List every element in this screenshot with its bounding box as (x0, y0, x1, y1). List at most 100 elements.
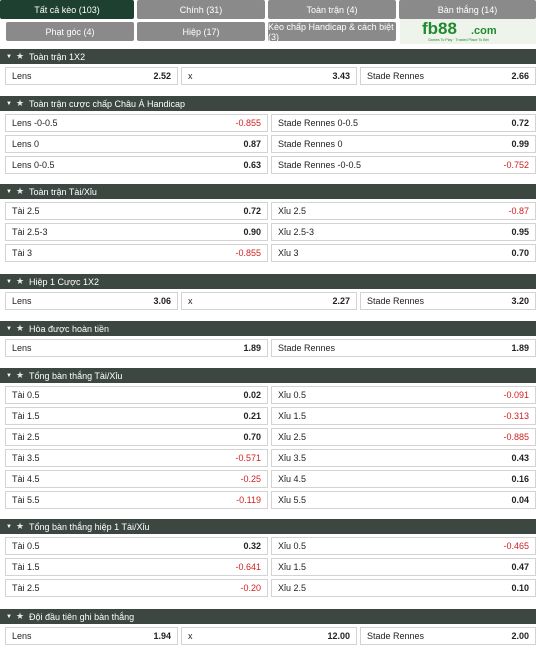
odds-value: -0.571 (235, 453, 261, 463)
tab-all-markets[interactable]: Tất cả kèo (103) (0, 0, 134, 19)
odds-cell[interactable]: Tài 1.5 -0.641 (5, 558, 268, 576)
tab-handicap-margin[interactable]: Kèo chấp Handicap & cách biệt (3) (268, 22, 396, 42)
odds-cell[interactable]: Stade Rennes 2.00 (360, 627, 536, 645)
selection-label: Tài 4.5 (12, 474, 40, 484)
odds-cell[interactable]: Xỉu 1.5 0.47 (271, 558, 536, 576)
market-header[interactable]: ▼ ★ Tổng bàn thắng Tài/Xỉu (0, 368, 536, 383)
selection-label: Xỉu 2.5-3 (278, 227, 315, 237)
odds-cell[interactable]: Lens 1.94 (5, 627, 178, 645)
collapse-caret-icon[interactable]: ▼ (6, 53, 12, 60)
favorite-star-icon[interactable]: ★ (15, 276, 25, 286)
odds-cell[interactable]: Xỉu 0.5 -0.465 (271, 537, 536, 555)
odds-value: -0.885 (503, 432, 529, 442)
odds-cell[interactable]: Stade Rennes 1.89 (271, 339, 536, 357)
odds-value: 0.72 (511, 118, 529, 128)
odds-cell[interactable]: Xỉu 3.5 0.43 (271, 449, 536, 467)
odds-value: 1.89 (243, 343, 261, 353)
market-header[interactable]: ▼ ★ Tổng bàn thắng hiệp 1 Tài/Xỉu (0, 519, 536, 534)
odds-cell[interactable]: Xỉu 2.5 0.10 (271, 579, 536, 597)
favorite-star-icon[interactable]: ★ (15, 323, 25, 333)
odds-cell[interactable]: Tài 2.5 -0.20 (5, 579, 268, 597)
odds-cell[interactable]: x 2.27 (181, 292, 357, 310)
odds-cell[interactable]: Lens 0 0.87 (5, 135, 268, 153)
selection-label: Xỉu 0.5 (278, 541, 307, 551)
collapse-caret-icon[interactable]: ▼ (6, 613, 12, 620)
selection-label: Xỉu 3 (278, 248, 299, 258)
selection-label: Xỉu 2.5 (278, 206, 307, 216)
collapse-caret-icon[interactable]: ▼ (6, 523, 12, 530)
odds-cell[interactable]: Stade Rennes -0-0.5 -0.752 (271, 156, 536, 174)
odds-cell[interactable]: Tài 2.5 0.72 (5, 202, 268, 220)
odds-cell[interactable]: Tài 0.5 0.02 (5, 386, 268, 404)
market-header[interactable]: ▼ ★ Hòa được hoàn tiền (0, 321, 536, 336)
odds-value: 1.89 (511, 343, 529, 353)
odds-cell[interactable]: Xỉu 3 0.70 (271, 244, 536, 262)
odds-cell[interactable]: Stade Rennes 0 0.99 (271, 135, 536, 153)
tab-fulltime[interactable]: Toàn trận (4) (268, 0, 396, 19)
favorite-star-icon[interactable]: ★ (15, 98, 25, 108)
favorite-star-icon[interactable]: ★ (15, 51, 25, 61)
odds-value: 3.20 (511, 296, 529, 306)
odds-cell[interactable]: Tài 3.5 -0.571 (5, 449, 268, 467)
odds-cell[interactable]: Lens -0-0.5 -0.855 (5, 114, 268, 132)
odds-cell[interactable]: Tài 2.5 0.70 (5, 428, 268, 446)
odds-value: 0.95 (511, 227, 529, 237)
selection-label: Tài 0.5 (12, 541, 40, 551)
selection-label: Xỉu 5.5 (278, 495, 307, 505)
odds-cell[interactable]: Lens 1.89 (5, 339, 268, 357)
market-tabs: Tất cả kèo (103) Chính (31) Toàn trận (4… (0, 0, 536, 44)
odds-value: 0.04 (511, 495, 529, 505)
odds-cell[interactable]: Xỉu 4.5 0.16 (271, 470, 536, 488)
favorite-star-icon[interactable]: ★ (15, 611, 25, 621)
fb88-logo[interactable]: fb88 .com Games To Play · Trusted Place … (400, 19, 536, 44)
selection-label: Stade Rennes (367, 631, 425, 641)
odds-cell[interactable]: Xỉu 2.5 -0.885 (271, 428, 536, 446)
favorite-star-icon[interactable]: ★ (15, 370, 25, 380)
collapse-caret-icon[interactable]: ▼ (6, 372, 12, 379)
collapse-caret-icon[interactable]: ▼ (6, 278, 12, 285)
odds-cell[interactable]: Tài 0.5 0.32 (5, 537, 268, 555)
odds-cell[interactable]: Tài 1.5 0.21 (5, 407, 268, 425)
favorite-star-icon[interactable]: ★ (15, 186, 25, 196)
market-header[interactable]: ▼ ★ Toàn trận 1X2 (0, 49, 536, 64)
odds-cell[interactable]: Lens 2.52 (5, 67, 178, 85)
odds-cell[interactable]: Stade Rennes 3.20 (360, 292, 536, 310)
market-header[interactable]: ▼ ★ Đội đầu tiên ghi bàn thắng (0, 609, 536, 624)
market-title: Toàn trận Tài/Xỉu (29, 186, 97, 197)
tab-main[interactable]: Chính (31) (137, 0, 265, 19)
odds-cell[interactable]: Xỉu 0.5 -0.091 (271, 386, 536, 404)
odds-cell[interactable]: Xỉu 2.5 -0.87 (271, 202, 536, 220)
svg-text:fb88: fb88 (422, 19, 457, 38)
collapse-caret-icon[interactable]: ▼ (6, 100, 12, 107)
odds-cell[interactable]: Xỉu 1.5 -0.313 (271, 407, 536, 425)
market-header[interactable]: ▼ ★ Toàn trận cược chấp Châu Á Handicap (0, 96, 536, 111)
selection-label: Lens (12, 296, 32, 306)
odds-cell[interactable]: x 12.00 (181, 627, 357, 645)
selection-label: Stade Rennes -0-0.5 (278, 160, 362, 170)
odds-value: 0.72 (243, 206, 261, 216)
favorite-star-icon[interactable]: ★ (15, 521, 25, 531)
odds-cell[interactable]: Lens 3.06 (5, 292, 178, 310)
collapse-caret-icon[interactable]: ▼ (6, 325, 12, 332)
odds-cell[interactable]: Stade Rennes 0-0.5 0.72 (271, 114, 536, 132)
odds-cell[interactable]: Tài 2.5-3 0.90 (5, 223, 268, 241)
tab-corners[interactable]: Phạt góc (4) (6, 22, 134, 41)
fb88-logo-graphic: fb88 .com Games To Play · Trusted Place … (400, 19, 536, 44)
selection-label: Tài 3 (12, 248, 33, 258)
tab-goals[interactable]: Bàn thắng (14) (399, 0, 536, 19)
selection-label: Tài 2.5 (12, 583, 40, 593)
odds-cell[interactable]: Tài 5.5 -0.119 (5, 491, 268, 509)
market-header[interactable]: ▼ ★ Toàn trận Tài/Xỉu (0, 184, 536, 199)
odds-cell[interactable]: x 3.43 (181, 67, 357, 85)
odds-cell[interactable]: Xỉu 2.5-3 0.95 (271, 223, 536, 241)
odds-cell[interactable]: Xỉu 5.5 0.04 (271, 491, 536, 509)
collapse-caret-icon[interactable]: ▼ (6, 188, 12, 195)
market-header[interactable]: ▼ ★ Hiệp 1 Cược 1X2 (0, 274, 536, 289)
odds-cell[interactable]: Lens 0-0.5 0.63 (5, 156, 268, 174)
odds-value: -0.752 (503, 160, 529, 170)
odds-cell[interactable]: Stade Rennes 2.66 (360, 67, 536, 85)
odds-cell[interactable]: Tài 3 -0.855 (5, 244, 268, 262)
odds-value: 0.90 (243, 227, 261, 237)
tab-half[interactable]: Hiệp (17) (137, 22, 265, 41)
odds-cell[interactable]: Tài 4.5 -0.25 (5, 470, 268, 488)
